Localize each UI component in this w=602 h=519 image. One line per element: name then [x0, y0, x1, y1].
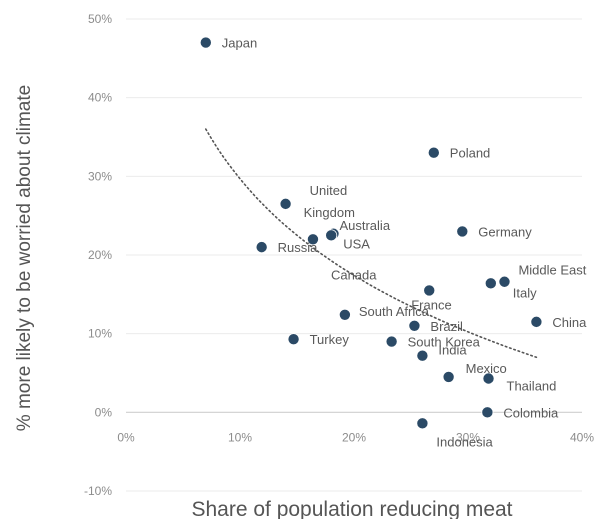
data-point [423, 284, 436, 297]
trendline-group [205, 128, 538, 359]
trendline [205, 128, 538, 359]
point-label-germany: Germany [478, 224, 532, 239]
point-label-colombia: Colombia [503, 405, 559, 420]
axis-ticks: -10% 0% 10% 20% 30% 40% 50% 0% 10% 20% 30% 40% [84, 12, 594, 498]
gridlines [126, 18, 582, 492]
point-label-france: France [411, 297, 451, 312]
x-axis-label: Share of population reducing meat [191, 498, 512, 519]
data-point [484, 277, 497, 290]
data-point [408, 319, 421, 332]
point-label-canada: Canada [331, 267, 377, 282]
data-point [442, 370, 455, 383]
y-tick-label: -10% [84, 484, 112, 498]
point-label-australia: Australia [339, 218, 390, 233]
data-points [199, 36, 543, 430]
data-point [279, 197, 292, 210]
data-point [255, 241, 268, 254]
data-point [287, 333, 300, 346]
point-label-turkey: Turkey [310, 332, 350, 347]
point-label-usa: USA [343, 236, 370, 251]
data-point [416, 417, 429, 430]
data-point [306, 233, 319, 246]
data-point [482, 372, 495, 385]
point-label-russia: Russia [278, 240, 319, 255]
data-point [416, 349, 429, 362]
point-label-line: United [310, 183, 348, 198]
point-label-brazil: Brazil [430, 319, 463, 334]
data-point [338, 308, 351, 321]
data-point [199, 36, 212, 49]
x-tick-label: 20% [342, 430, 366, 444]
y-tick-label: 50% [88, 12, 112, 26]
y-tick-label: 30% [88, 169, 112, 183]
point-label-south-korea: South Korea [408, 335, 481, 350]
y-axis-label: % more likely to be worried about climat… [14, 85, 35, 431]
x-tick-label: 0% [117, 430, 135, 444]
point-label-south-africa: South Africa [359, 304, 430, 319]
data-point [385, 335, 398, 348]
y-tick-label: 40% [88, 91, 112, 105]
point-label-japan: Japan [222, 36, 257, 51]
point-label-line: Kingdom [304, 205, 355, 220]
point-label-india: India [438, 343, 467, 358]
y-tick-label: 20% [88, 248, 112, 262]
point-label-middle-east: Middle East [518, 263, 586, 278]
x-tick-label: 30% [456, 430, 480, 444]
point-label-thailand: Thailand [507, 379, 557, 394]
point-label-mexico: Mexico [466, 361, 507, 376]
x-tick-label: 40% [570, 430, 594, 444]
point-label-united-kingdom: United Kingdom [304, 183, 355, 220]
data-point [481, 406, 494, 419]
data-point [498, 275, 511, 288]
x-tick-label: 10% [228, 430, 252, 444]
y-tick-label: 10% [88, 327, 112, 341]
data-point [456, 225, 469, 238]
point-label-poland: Poland [450, 146, 490, 161]
y-tick-label: 0% [95, 405, 113, 419]
point-label-china: China [552, 315, 587, 330]
data-point [530, 315, 543, 328]
data-point [325, 229, 338, 242]
point-label-indonesia: Indonesia [436, 434, 493, 449]
data-point [427, 146, 440, 159]
point-label-italy: Italy [513, 285, 537, 300]
